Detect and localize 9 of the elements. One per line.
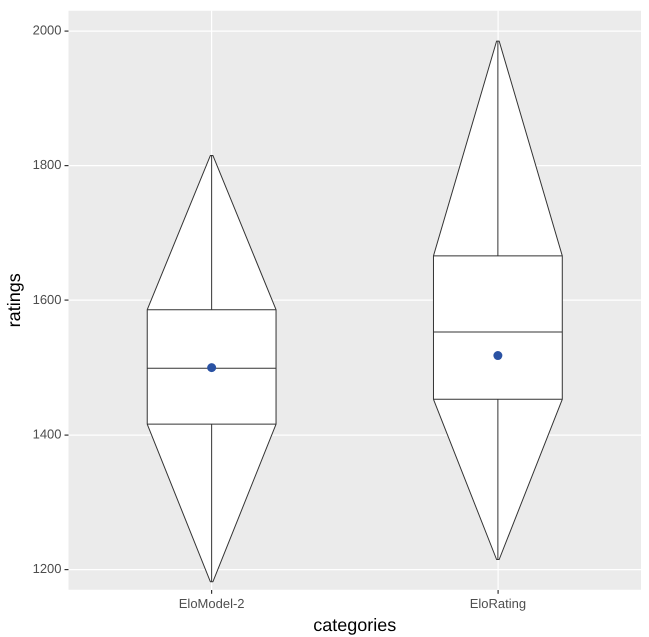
y-axis-title: ratings xyxy=(4,273,24,328)
y-tick-label: 1200 xyxy=(32,561,62,576)
x-axis-title: categories xyxy=(313,615,396,636)
y-tick-label: 1400 xyxy=(32,426,62,442)
y-tick-label: 1800 xyxy=(32,157,62,172)
y-tick-label: 1600 xyxy=(32,292,62,307)
x-tick-label: EloModel-2 xyxy=(178,596,245,612)
x-tick-label: EloRating xyxy=(470,596,526,612)
y-tick-label: 2000 xyxy=(32,22,62,38)
